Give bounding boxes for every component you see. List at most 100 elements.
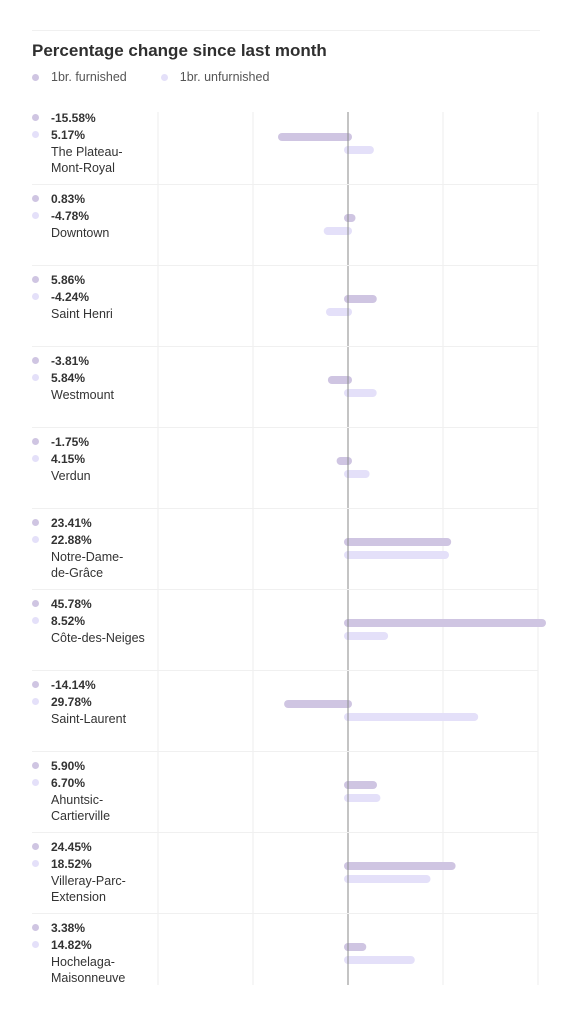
value-label: 29.78% xyxy=(51,694,92,709)
series-dot xyxy=(32,438,39,445)
furnished-value: 23.41% xyxy=(32,514,92,531)
value-label: 18.52% xyxy=(51,856,92,871)
region-row: 0.83% -4.78% Downtown xyxy=(0,185,570,266)
unfurnished-value: 22.88% xyxy=(32,531,92,548)
region-row: 45.78% 8.52% Côte-des-Neiges xyxy=(0,590,570,671)
region-label-line: Saint-Laurent xyxy=(51,712,127,726)
region-label-line: Ahuntsic- xyxy=(51,793,104,807)
series-dot xyxy=(32,131,39,138)
value-label: -4.78% xyxy=(51,208,90,223)
region-row: -14.14% 29.78% Saint-Laurent xyxy=(0,671,570,752)
legend-furnished-swatch xyxy=(32,73,39,81)
region-label: Verdun xyxy=(51,468,161,484)
series-dot xyxy=(32,860,39,867)
region-row: 24.45% 18.52% Villeray-Parc- Extension xyxy=(0,833,570,914)
series-dot xyxy=(32,357,39,364)
series-dot xyxy=(32,536,39,543)
region-label-line: Mont-Royal xyxy=(51,161,115,175)
region-label-line: Saint Henri xyxy=(51,307,113,321)
series-dot xyxy=(32,114,39,121)
unfurnished-value: 6.70% xyxy=(32,774,85,791)
series-dot xyxy=(32,924,39,931)
region-row: 3.38% 14.82% Hochelaga- Maisonneuve xyxy=(0,914,570,995)
bar-unfurnished xyxy=(326,308,352,316)
region-label: Saint Henri xyxy=(51,306,161,322)
bar-furnished xyxy=(344,214,356,222)
value-label: 23.41% xyxy=(51,515,92,530)
region-label-line: Cartierville xyxy=(51,809,111,823)
region-label: Notre-Dame-de-Grâce xyxy=(51,549,161,581)
unfurnished-value: -4.78% xyxy=(32,207,89,224)
row-divider xyxy=(32,751,538,752)
furnished-value: -3.81% xyxy=(32,352,89,369)
series-dot xyxy=(32,293,39,300)
series-dot xyxy=(32,600,39,607)
series-dot xyxy=(32,779,39,786)
region-label: Ahuntsic- Cartierville xyxy=(51,792,161,824)
bar-furnished xyxy=(278,133,352,141)
value-label: 5.17% xyxy=(51,127,86,142)
region-row: 5.90% 6.70% Ahuntsic- Cartierville xyxy=(0,752,570,833)
furnished-value: 24.45% xyxy=(32,838,92,855)
bar-furnished xyxy=(344,295,377,303)
series-dot xyxy=(32,212,39,219)
value-label: -14.14% xyxy=(51,677,96,692)
bar-furnished xyxy=(344,781,377,789)
region-label-line: Côte-des-Neiges xyxy=(51,631,145,645)
series-dot xyxy=(32,762,39,769)
region-label: Saint-Laurent xyxy=(51,711,161,727)
region-label: The Plateau- Mont-Royal xyxy=(51,144,161,176)
chart-title: Percentage change since last month xyxy=(32,41,327,60)
bar-unfurnished xyxy=(344,389,377,397)
bar-unfurnished xyxy=(344,470,370,478)
furnished-value: 45.78% xyxy=(32,595,92,612)
value-label: 4.15% xyxy=(51,451,86,466)
bar-furnished xyxy=(284,700,352,708)
value-label: 5.90% xyxy=(51,758,86,773)
series-dot xyxy=(32,519,39,526)
bar-unfurnished xyxy=(344,632,389,640)
series-dot xyxy=(32,681,39,688)
region-label: Downtown xyxy=(51,225,161,241)
value-label: -15.58% xyxy=(51,110,96,125)
series-dot xyxy=(32,276,39,283)
bar-furnished xyxy=(327,376,352,384)
value-label: 5.84% xyxy=(51,370,86,385)
unfurnished-value: 5.17% xyxy=(32,126,85,143)
series-dot xyxy=(32,843,39,850)
value-label: 14.82% xyxy=(51,937,92,952)
unfurnished-value: 14.82% xyxy=(32,936,92,953)
series-dot xyxy=(32,455,39,462)
region-label-line: Maisonneuve xyxy=(51,971,126,985)
row-divider xyxy=(32,346,538,347)
value-label: 6.70% xyxy=(51,775,86,790)
furnished-value: -14.14% xyxy=(32,676,96,693)
region-label-line: de-Grâce xyxy=(51,566,104,580)
region-label-line: Hochelaga- xyxy=(51,955,115,969)
series-dot xyxy=(32,195,39,202)
unfurnished-value: 18.52% xyxy=(32,855,92,872)
region-row: 23.41% 22.88% Notre-Dame-de-Grâce xyxy=(0,509,570,590)
bar-unfurnished xyxy=(344,146,374,154)
region-label-line: Villeray-Parc- xyxy=(51,874,126,888)
region-label: Westmount xyxy=(51,387,161,403)
value-label: -4.24% xyxy=(51,289,90,304)
bar-unfurnished xyxy=(323,227,352,235)
furnished-value: 0.83% xyxy=(32,190,85,207)
row-divider xyxy=(32,832,538,833)
unfurnished-value: 29.78% xyxy=(32,693,92,710)
row-divider xyxy=(32,184,538,185)
bar-furnished xyxy=(344,619,546,627)
series-dot xyxy=(32,698,39,705)
value-label: 8.52% xyxy=(51,613,86,628)
furnished-value: -15.58% xyxy=(32,109,96,126)
value-label: 3.38% xyxy=(51,920,86,935)
region-label-line: Downtown xyxy=(51,226,110,240)
bar-furnished xyxy=(344,538,452,546)
series-dot xyxy=(32,617,39,624)
bar-unfurnished xyxy=(344,713,479,721)
region-label: Côte-des-Neiges xyxy=(51,630,161,646)
region-label: Villeray-Parc- Extension xyxy=(51,873,161,905)
legend-item-unfurnished: 1br. unfurnished xyxy=(160,70,269,84)
